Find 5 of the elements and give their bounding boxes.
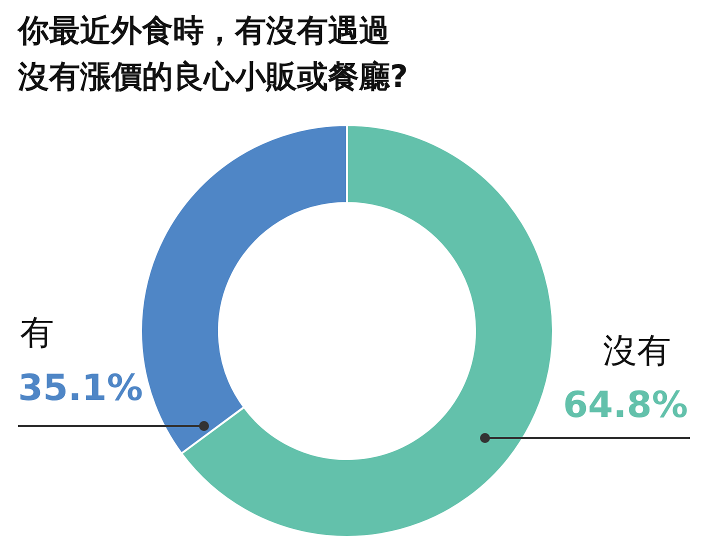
slice-label: 沒有 xyxy=(603,330,671,373)
data-label: 35.1% xyxy=(18,368,143,409)
slice-label: 有 xyxy=(20,312,54,355)
chart-title: 你最近外食時，有沒有遇過沒有漲價的良心小販或餐廳? xyxy=(18,12,409,97)
data-label: 64.8% xyxy=(563,385,688,426)
